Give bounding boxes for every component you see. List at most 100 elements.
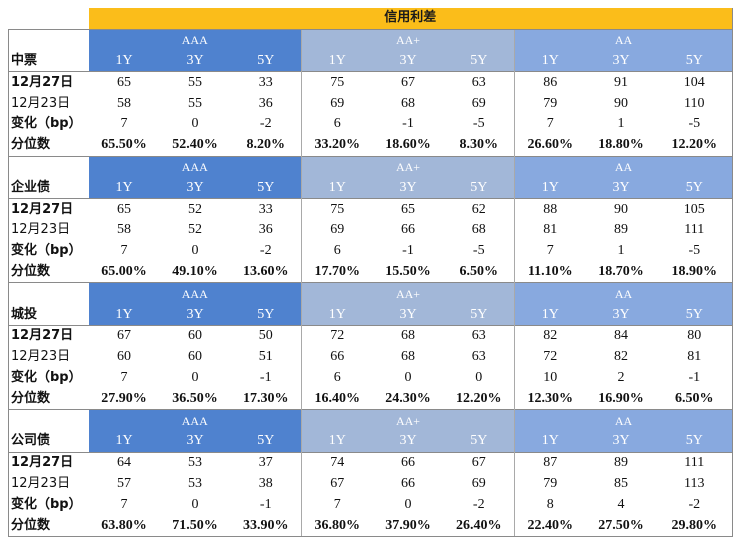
table-cell: 0 xyxy=(191,496,199,512)
table-cell: 26.60% xyxy=(514,134,586,157)
table-cell: 75 xyxy=(301,198,373,220)
table-cell: 55 xyxy=(159,71,231,94)
table-cell: 88 xyxy=(514,198,586,220)
table-cell: 65 xyxy=(372,198,444,220)
table-cell: 66 xyxy=(301,346,373,368)
tenor-header: 3Y xyxy=(372,50,444,72)
tenor-header: 1Y xyxy=(88,304,160,326)
rating-header: AAA xyxy=(88,282,302,305)
table-cell: 17.70% xyxy=(301,261,373,283)
row-label: 12月23日 xyxy=(8,219,89,241)
tenor-header: 5Y xyxy=(230,430,302,453)
table-cell: 90 xyxy=(585,198,657,220)
rating-header: AA xyxy=(513,409,734,431)
tenor-header: 3Y xyxy=(585,50,657,72)
tenor-header: 5Y xyxy=(443,430,515,453)
row-label: 12月27日 xyxy=(8,198,89,220)
row-label: 分位数 xyxy=(8,515,89,537)
table-cell: 27.50% xyxy=(585,515,657,537)
table-cell: 16.90% xyxy=(598,390,644,406)
table-cell: -2 xyxy=(259,243,272,259)
section-name: 中票 xyxy=(8,50,89,72)
table-cell: 60 xyxy=(117,349,131,365)
table-cell: 60 xyxy=(159,324,231,347)
table-cell: 89 xyxy=(585,451,657,474)
table-row: 12月23日 57 53 38 67 66 69 79 85 113 xyxy=(8,473,734,495)
table-cell: 104 xyxy=(656,71,734,94)
tenor-header: 1Y xyxy=(514,177,586,199)
table-cell: 66 xyxy=(401,222,415,238)
table-cell: 72 xyxy=(301,324,373,347)
table-cell: 0 xyxy=(404,369,412,385)
table-cell: 66 xyxy=(401,475,415,491)
tenor-header: 1Y xyxy=(301,430,373,453)
section-name: 企业债 xyxy=(8,177,89,199)
tenor-header: 5Y xyxy=(443,50,515,72)
table-cell: 8.30% xyxy=(459,137,499,153)
table-row: 变化（bp） 7 0 -1 7 0 -2 8 4 -2 xyxy=(8,494,734,516)
table-row: 12月27日 67 60 50 72 68 63 82 84 80 xyxy=(8,324,734,347)
table-row: 变化（bp） 7 0 -2 6 -1 -5 7 1 -5 xyxy=(8,240,734,262)
table-cell: 63 xyxy=(443,324,515,347)
tenor-header-row: 中票 1Y 3Y 5Y 1Y 3Y 5Y 1Y 3Y 5Y xyxy=(8,50,734,72)
table-cell: 63 xyxy=(471,349,486,365)
tenor-header: 1Y xyxy=(301,177,373,199)
rating-header-row: AAA AA+ AA xyxy=(8,409,734,431)
table-cell: 22.40% xyxy=(514,515,586,537)
row-label: 12月27日 xyxy=(8,324,89,347)
table-row: 12月27日 64 53 37 74 66 67 87 89 111 xyxy=(8,451,734,474)
table-row: 12月27日 65 52 33 75 65 62 88 90 105 xyxy=(8,198,734,220)
table-cell: -1 xyxy=(656,367,734,389)
rating-header-row: AAA AA+ AA xyxy=(8,28,734,51)
table-cell: 24.30% xyxy=(385,390,431,406)
tenor-header: 1Y xyxy=(301,304,373,326)
table-cell: 36 xyxy=(258,95,273,111)
table-cell: 18.90% xyxy=(656,261,734,283)
table-cell: 18.80% xyxy=(598,137,644,153)
rating-header-row: AAA AA+ AA xyxy=(8,282,734,305)
table-cell: 6.50% xyxy=(459,263,499,279)
table-cell: -2 xyxy=(656,494,734,516)
tenor-header: 5Y xyxy=(443,177,515,199)
table-cell: 7 xyxy=(514,240,586,262)
table-cell: 90 xyxy=(614,95,628,111)
table-cell: 81 xyxy=(514,219,586,241)
table-cell: 113 xyxy=(656,473,734,495)
table-cell: 2 xyxy=(617,369,625,385)
table-cell: 60 xyxy=(188,349,202,365)
table-cell: 10 xyxy=(514,367,586,389)
table-cell: 36 xyxy=(258,222,273,238)
table-cell: 12.20% xyxy=(656,134,734,157)
title-row: 信用利差 xyxy=(9,8,734,30)
table-cell: 67 xyxy=(443,451,515,474)
table-cell: 84 xyxy=(585,324,657,347)
rating-header: AAA xyxy=(88,155,302,178)
rating-header: AA xyxy=(513,282,734,305)
row-label: 分位数 xyxy=(8,388,89,410)
table-cell: 52.40% xyxy=(172,137,218,153)
table-title: 信用利差 xyxy=(88,8,734,30)
table-cell: 111 xyxy=(656,219,734,241)
table-cell: 57 xyxy=(117,475,131,491)
table-cell: 37 xyxy=(230,451,302,474)
table-cell: 51 xyxy=(258,349,273,365)
table-cell: 63.80% xyxy=(88,515,160,537)
table-cell: 11.10% xyxy=(514,261,586,283)
table-cell: 86 xyxy=(514,71,586,94)
table-row: 变化（bp） 7 0 -1 6 0 0 10 2 -1 xyxy=(8,367,734,389)
table-cell: 82 xyxy=(514,324,586,347)
table-cell: 18.70% xyxy=(598,263,644,279)
table-cell: 66 xyxy=(372,451,444,474)
table-cell: 62 xyxy=(443,198,515,220)
table-cell: 6 xyxy=(301,240,373,262)
table-cell: 69 xyxy=(301,93,373,114)
table-cell: 16.40% xyxy=(301,388,373,410)
row-label: 变化（bp） xyxy=(8,494,89,516)
tenor-header: 1Y xyxy=(514,50,586,72)
table-row: 12月23日 60 60 51 66 68 63 72 82 81 xyxy=(8,346,734,368)
credit-spread-table-container: 信用利差 AAA AA+ AA 中票 1Y 3Y 5Y 1Y 3Y 5Y 1Y 3Y 5Y 12月27日 6… xyxy=(8,8,734,537)
table-cell: 8.20% xyxy=(246,137,286,153)
table-cell: -1 xyxy=(402,243,414,259)
row-label: 12月23日 xyxy=(8,473,89,495)
table-cell: -5 xyxy=(656,240,734,262)
